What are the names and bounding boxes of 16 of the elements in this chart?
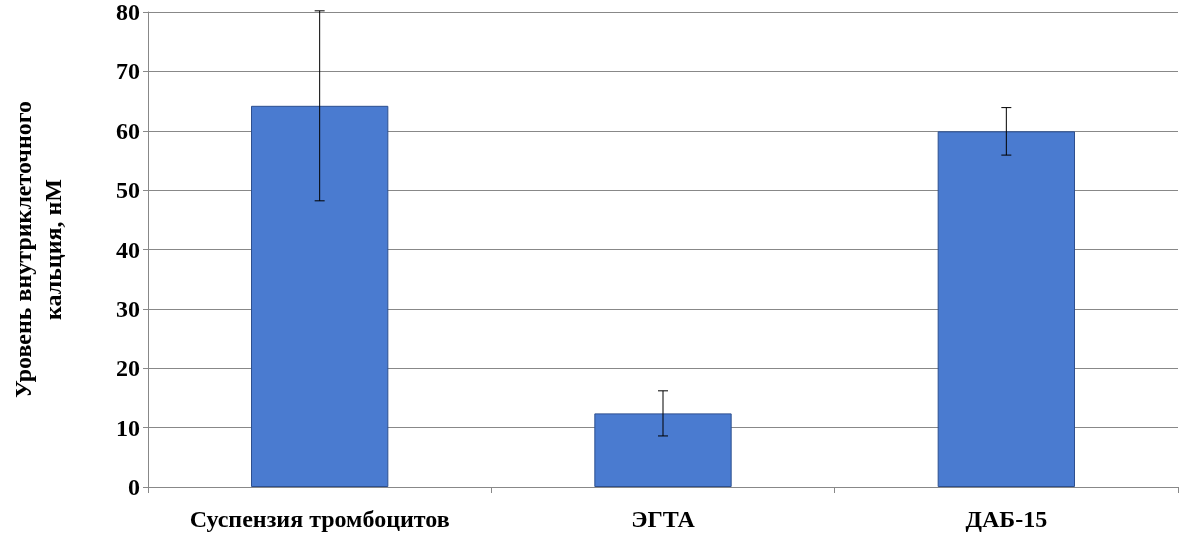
bar bbox=[937, 131, 1075, 487]
x-tick-label: Суспензия тромбоцитов bbox=[189, 506, 450, 532]
x-tick-label: ДАБ-15 bbox=[965, 506, 1048, 532]
y-tick-label: 20 bbox=[116, 355, 140, 382]
y-tick-label: 10 bbox=[116, 414, 140, 441]
y-axis-title: Уровень внутриклеточного кальция, нМ bbox=[10, 100, 66, 399]
y-tick-label: 50 bbox=[116, 177, 140, 204]
y-tick-label: 70 bbox=[116, 58, 140, 85]
y-tick-label: 0 bbox=[128, 474, 140, 500]
y-tick-label: 40 bbox=[116, 236, 140, 263]
bar bbox=[594, 413, 732, 487]
bar bbox=[251, 105, 389, 487]
y-tick-label: 30 bbox=[116, 295, 140, 322]
x-tick-label: ЭГТА bbox=[631, 506, 696, 532]
y-tick-label: 60 bbox=[116, 117, 140, 144]
y-tick-label: 80 bbox=[116, 0, 140, 25]
